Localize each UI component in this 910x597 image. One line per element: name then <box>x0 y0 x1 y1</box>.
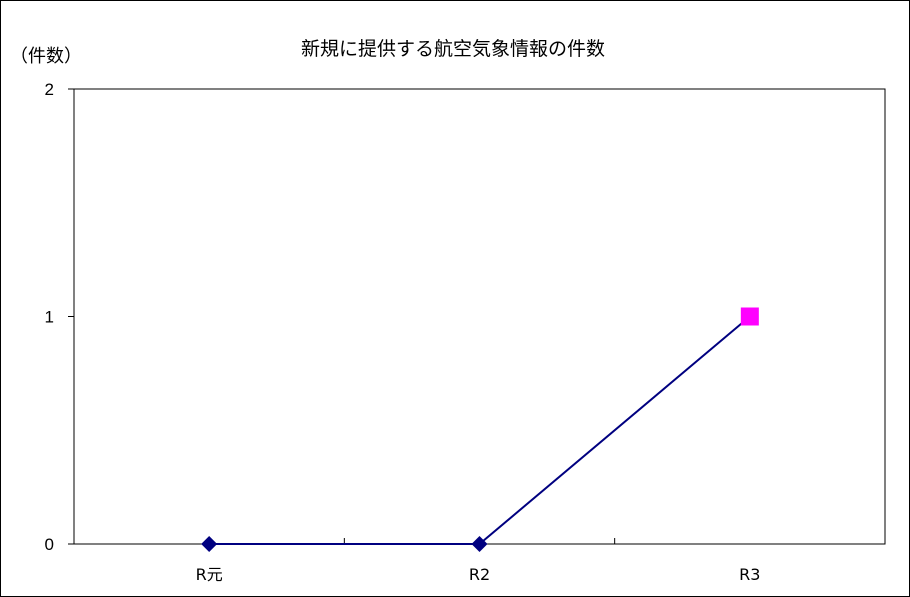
chart-title: 新規に提供する航空気象情報の件数 <box>301 38 605 60</box>
y-tick-label: 0 <box>45 535 54 554</box>
y-axis-unit-label: （件数） <box>10 46 82 67</box>
x-tick-label: R3 <box>739 565 760 584</box>
data-point-marker <box>471 536 488 552</box>
y-axis-ticks: 0 1 2 <box>45 80 74 554</box>
y-tick-label: 2 <box>45 80 54 99</box>
x-tick-label: R元 <box>196 565 223 584</box>
x-axis-ticks: R元 R2 R3 <box>73 538 886 584</box>
data-point-marker <box>740 307 759 326</box>
x-tick-label: R2 <box>469 565 490 584</box>
y-tick-label: 1 <box>45 308 54 327</box>
data-markers <box>201 307 759 552</box>
data-point-marker <box>201 536 218 552</box>
